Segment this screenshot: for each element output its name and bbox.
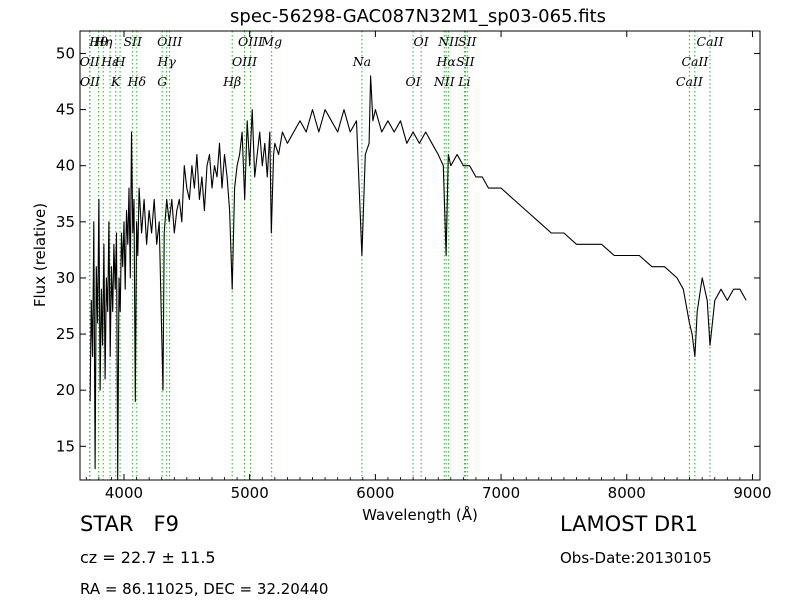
observation-date: Obs-Date:20130105 (560, 549, 712, 567)
line-label: H (114, 54, 127, 69)
line-label: OI (405, 74, 421, 89)
line-label: NII (437, 34, 460, 49)
y-tick-label: 20 (56, 381, 75, 399)
line-label: K (110, 74, 121, 89)
line-label: NII (433, 74, 456, 89)
x-axis-ticks: 4000 5000 6000 7000 8000 9000 (85, 31, 772, 502)
object-class: STAR F9 (80, 512, 179, 536)
line-label: Hε (100, 54, 119, 69)
y-tick-label: 30 (56, 269, 75, 287)
line-label: SII (456, 54, 476, 69)
line-label: OIII (238, 34, 264, 49)
y-tick-label: 35 (56, 213, 75, 231)
line-label: SII (458, 34, 478, 49)
line-label: OII (80, 74, 101, 89)
spectral-line-labels: Hθ OII OII Hη Hε K SII HHδ OIII Hγ G OIII OIII Hβ Mg Na… (80, 34, 725, 89)
line-label: Mg (260, 34, 282, 49)
x-tick-label: 7000 (482, 484, 520, 502)
line-label: Hη (93, 34, 113, 49)
survey-name: LAMOST DR1 (560, 512, 699, 536)
x-tick-label: 4000 (105, 484, 143, 502)
line-label: OIII (232, 54, 258, 69)
line-label: CaII (681, 54, 709, 69)
line-label: G (157, 74, 167, 89)
line-label: OIII (157, 34, 183, 49)
ra-dec-coordinates: RA = 86.11025, DEC = 32.20440 (80, 580, 329, 598)
line-label: OI (414, 34, 430, 49)
plot-frame (79, 30, 761, 481)
y-tick-label: 25 (56, 325, 75, 343)
line-label: SII (123, 34, 143, 49)
line-label: OII (80, 54, 101, 69)
x-tick-label: 8000 (608, 484, 646, 502)
redshift-cz: cz = 22.7 ± 11.5 (80, 548, 216, 567)
y-tick-label: 40 (56, 157, 75, 175)
line-label: Li (457, 74, 470, 89)
line-label: Hθ (88, 34, 108, 49)
line-label: Hα (435, 54, 456, 69)
spectrum-line (89, 75, 747, 481)
line-label: Hδ (127, 74, 146, 89)
line-label: Hγ (157, 54, 177, 69)
y-tick-label: 15 (56, 437, 75, 455)
line-label: CaII (697, 34, 725, 49)
y-tick-label: 50 (56, 44, 75, 62)
x-tick-label: 6000 (356, 484, 394, 502)
chart-title: spec-56298-GAC087N32M1_sp03-065.fits (230, 6, 606, 27)
x-axis-label: Wavelength (Å) (362, 505, 478, 524)
y-axis-label: Flux (relative) (31, 203, 49, 307)
y-axis-ticks: 15 20 25 30 35 40 45 50 (56, 44, 760, 455)
x-tick-label: 9000 (733, 484, 771, 502)
line-label: CaII (676, 74, 704, 89)
y-tick-label: 45 (56, 101, 75, 119)
line-label: Hβ (222, 74, 241, 89)
line-label: Na (352, 54, 371, 69)
x-tick-label: 5000 (231, 484, 269, 502)
